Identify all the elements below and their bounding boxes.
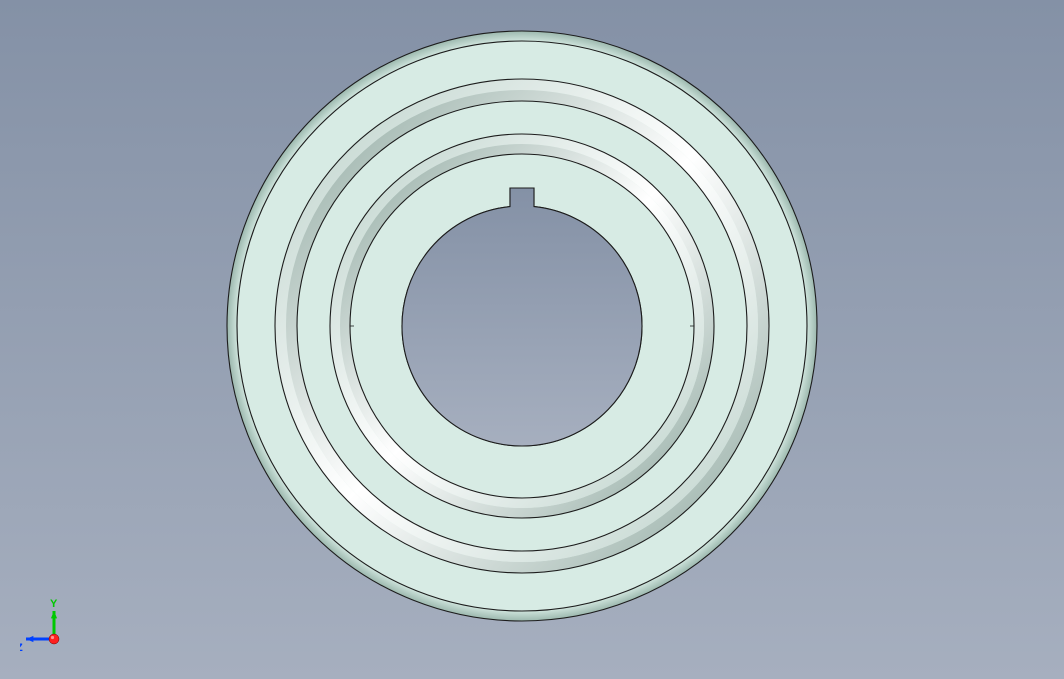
svg-text:Y: Y xyxy=(50,599,58,610)
cad-viewport[interactable]: YZ xyxy=(0,0,1064,679)
scene-svg xyxy=(0,0,1064,679)
view-triad: YZ xyxy=(20,599,80,659)
svg-text:Z: Z xyxy=(20,642,23,654)
